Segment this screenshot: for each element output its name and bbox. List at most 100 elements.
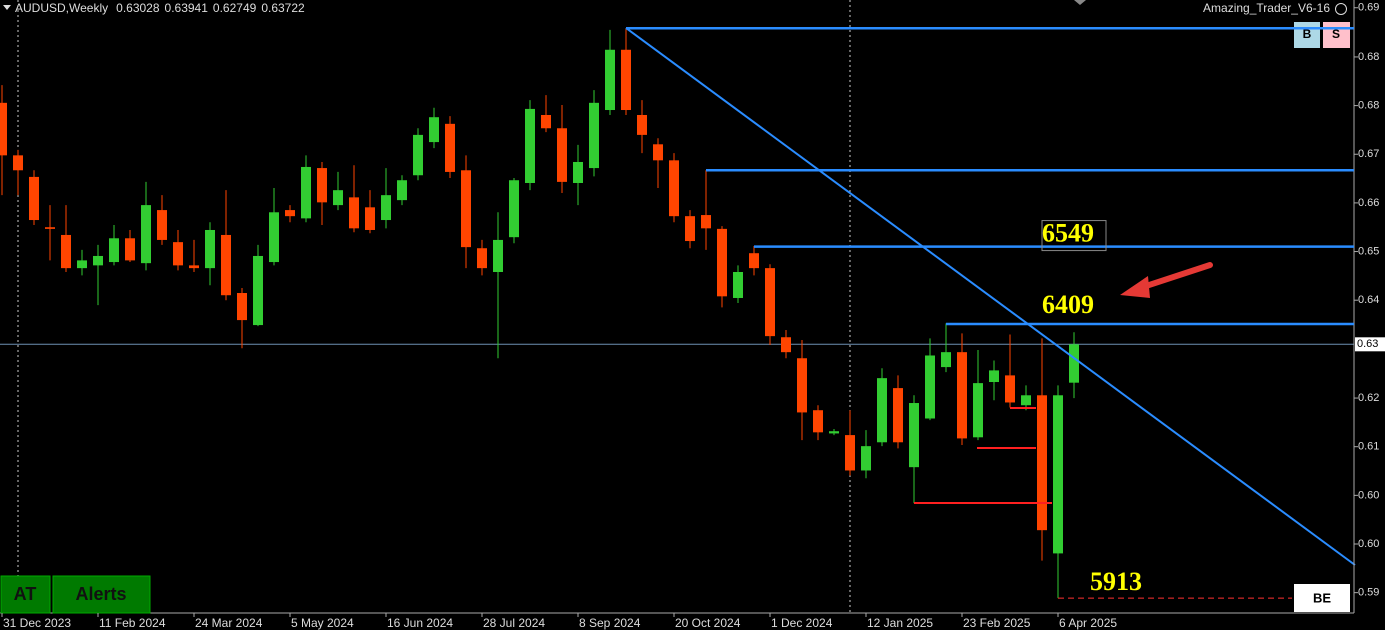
x-tick-label: 28 Jul 2024 (483, 616, 545, 630)
candle-body (461, 170, 471, 248)
y-tick-label: 0.65 (1358, 245, 1379, 257)
candle-body (429, 117, 439, 143)
candle-body (781, 337, 791, 353)
candle-body (573, 161, 583, 183)
candle-body (685, 216, 695, 242)
y-tick-label: 0.61 (1358, 441, 1379, 453)
candle-body (1037, 395, 1047, 531)
alerts-label: Alerts (75, 584, 126, 604)
be-label: BE (1313, 590, 1331, 605)
candle-body (765, 268, 775, 337)
level-label: 6409 (1042, 290, 1094, 319)
candle-body (1005, 375, 1015, 403)
buy-button[interactable] (1294, 22, 1320, 48)
candle-body (109, 238, 119, 263)
candle-body (333, 190, 343, 206)
candle-body (941, 352, 951, 368)
candle-body (493, 239, 503, 272)
candle-body (989, 370, 999, 383)
candle-body (605, 49, 615, 111)
candle-body (285, 210, 295, 217)
candle-body (957, 352, 967, 439)
candle-body (589, 102, 599, 169)
candle-body (733, 272, 743, 298)
at-label: AT (14, 584, 37, 604)
candle-body (157, 210, 167, 240)
open: 0.63028 (116, 1, 160, 15)
x-tick-label: 5 May 2024 (291, 616, 354, 630)
candle-body (717, 228, 727, 297)
candle-body (349, 197, 359, 229)
be-button[interactable] (1294, 584, 1350, 612)
candle-body (813, 410, 823, 433)
candle-body (637, 114, 647, 135)
y-tick-label: 0.62 (1358, 392, 1379, 404)
candle-body (973, 383, 983, 438)
symbol: AUDUSD,Weekly (15, 1, 108, 15)
candle-body (237, 293, 247, 321)
y-tick-label: 0.68 (1358, 51, 1379, 63)
candle-body (93, 255, 103, 266)
current-price-box (1355, 337, 1385, 352)
candle-body (77, 260, 87, 269)
candle-body (141, 205, 151, 264)
x-tick-label: 1 Dec 2024 (771, 616, 833, 630)
candle-body (701, 215, 711, 229)
candle-body (1021, 395, 1031, 406)
x-tick-label: 6 Apr 2025 (1059, 616, 1117, 630)
candle-body (557, 128, 567, 182)
current-price-label: 0.63 (1357, 338, 1378, 350)
candle-body (829, 431, 839, 434)
candle-body (269, 212, 279, 263)
y-tick-label: 0.59 (1358, 587, 1379, 599)
candle-body (893, 388, 903, 443)
alerts-button[interactable] (52, 575, 151, 614)
y-tick-label: 0.60 (1358, 538, 1379, 550)
candle-body (205, 229, 215, 269)
candle-body (749, 253, 759, 269)
x-tick-label: 11 Feb 2024 (99, 616, 166, 630)
arrow-head (1120, 276, 1150, 298)
scroll-marker (1074, 0, 1086, 5)
y-tick-label: 0.69 (1358, 2, 1379, 14)
candle-body (221, 234, 231, 296)
x-tick-label: 16 Jun 2024 (387, 616, 453, 630)
candle-body (541, 114, 551, 129)
y-tick-label: 0.66 (1358, 197, 1379, 209)
candle-body (509, 180, 519, 238)
candle-body (877, 378, 887, 443)
candle-body (861, 446, 871, 471)
arrow (1137, 262, 1213, 291)
candle-body (797, 358, 807, 413)
candle-body (1069, 344, 1079, 383)
candle-body (29, 176, 39, 221)
trend-line (625, 27, 1356, 566)
buy-label: B (1303, 27, 1312, 41)
support-label: 5913 (1090, 567, 1142, 596)
menu-icon[interactable] (3, 5, 11, 10)
candle-body (845, 435, 855, 471)
candle-body (653, 144, 663, 161)
x-tick-label: 12 Jan 2025 (867, 616, 933, 630)
chart-header: AUDUSD,Weekly 0.63028 0.63941 0.62749 0.6372… (15, 1, 305, 15)
candle-body (173, 242, 183, 266)
indicator-name: Amazing_Trader_V6-16 (1203, 1, 1330, 15)
x-tick-label: 20 Oct 2024 (675, 616, 741, 630)
candle-body (0, 102, 7, 156)
sell-button[interactable] (1323, 22, 1350, 48)
at-button[interactable] (0, 575, 51, 614)
candle-body (13, 155, 23, 171)
candle-body (413, 134, 423, 176)
level-label: 6549 (1042, 219, 1094, 248)
x-tick-label: 31 Dec 2023 (3, 616, 71, 630)
candle-body (397, 180, 407, 201)
candle-body (189, 265, 199, 269)
close: 0.63722 (261, 1, 305, 15)
candle-body (445, 123, 455, 172)
y-tick-label: 0.60 (1358, 489, 1379, 501)
y-tick-label: 0.68 (1358, 99, 1379, 111)
candle-body (317, 168, 327, 203)
x-tick-label: 23 Feb 2025 (963, 616, 1031, 630)
candle-body (365, 207, 375, 230)
